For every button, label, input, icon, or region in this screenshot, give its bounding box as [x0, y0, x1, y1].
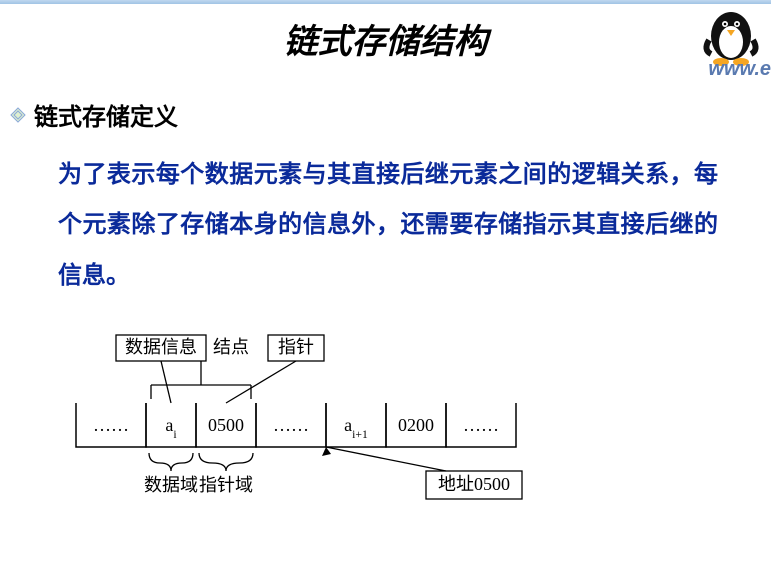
section: 链式存储定义 为了表示每个数据元素与其直接后继元素之间的逻辑关系，每个元素除了存… — [0, 97, 771, 301]
svg-text:……: …… — [273, 415, 309, 435]
diagram-container: …… ai 0500 …… ai+1 0200 …… 数据信息结点 指针数据域指针域 地址0500 — [0, 327, 771, 517]
svg-text:0200: 0200 — [398, 415, 434, 435]
svg-text:地址0500: 地址0500 — [438, 474, 510, 494]
svg-text:数据信息: 数据信息 — [125, 337, 197, 357]
svg-text:0500: 0500 — [208, 415, 244, 435]
section-heading-row: 链式存储定义 — [10, 97, 761, 132]
linked-list-diagram: …… ai 0500 …… ai+1 0200 …… 数据信息结点 指针数据域指针域 地址0500 — [46, 327, 726, 517]
top-accent-line — [0, 0, 771, 4]
svg-text:指针域: 指针域 — [199, 475, 253, 495]
section-heading: 链式存储定义 — [34, 97, 178, 132]
svg-text:ai+1: ai+1 — [344, 415, 368, 441]
svg-text:数据域: 数据域 — [144, 475, 198, 495]
url-fragment: www.e — [708, 58, 771, 81]
svg-text:……: …… — [463, 415, 499, 435]
page-title: 链式存储结构 — [0, 14, 771, 63]
svg-text:ai: ai — [165, 415, 177, 441]
diamond-bullet-icon — [10, 107, 26, 123]
svg-text:指针: 指针 — [278, 337, 314, 357]
body-text: 为了表示每个数据元素与其直接后继元素之间的逻辑关系，每个元素除了存储本身的信息外… — [58, 150, 718, 301]
svg-text:……: …… — [93, 415, 129, 435]
svg-text:结点: 结点 — [213, 337, 249, 357]
